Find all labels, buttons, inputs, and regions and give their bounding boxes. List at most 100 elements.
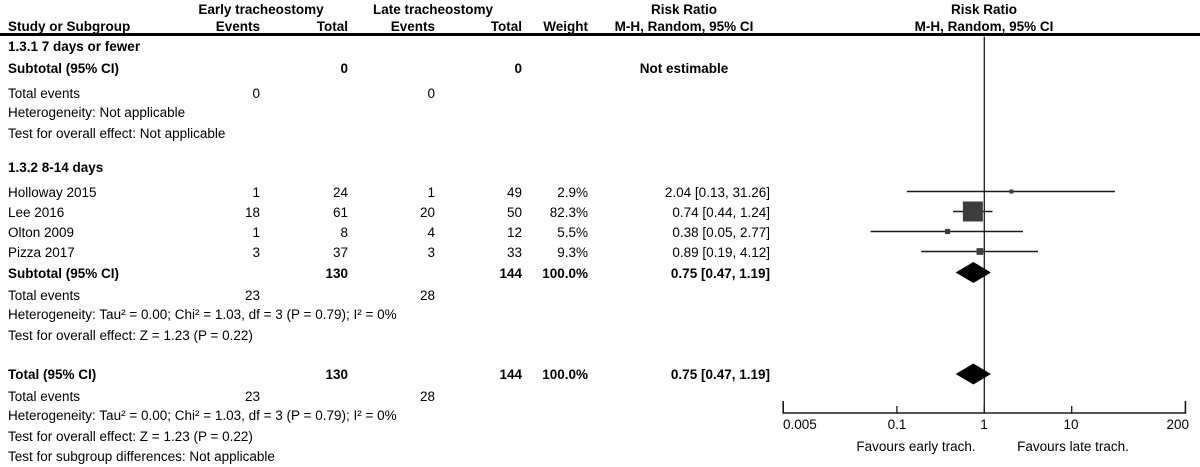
- total-events-1: 0: [252, 86, 260, 101]
- study-row: Holloway 2015 1 24 1 49 2.9% 2.04 [0.13,…: [0, 185, 1200, 201]
- rr-value: 2.04 [0.13, 31.26]: [664, 185, 770, 200]
- section1-title-row: 1.3.1 7 days or fewer: [0, 39, 1200, 55]
- events1: 18: [244, 205, 260, 220]
- subgroup-differences-text: Test for subgroup differences: Not appli…: [8, 449, 275, 464]
- subtotal-weight: 100.0%: [542, 266, 588, 281]
- subtotal-label: Subtotal (95% CI): [8, 266, 120, 281]
- section1-heterogeneity-row: Heterogeneity: Not applicable: [0, 105, 1200, 121]
- total1: 61: [332, 205, 348, 220]
- total1-column-header: Total: [316, 19, 348, 34]
- overall-effect-text: Test for overall effect: Z = 1.23 (P = 0…: [8, 328, 253, 343]
- total-events-1: 23: [244, 288, 260, 303]
- overall-effect-text: Test for overall effect: Not applicable: [8, 126, 226, 141]
- section2-subtotal-row: Subtotal (95% CI) 130 144 100.0% 0.75 [0…: [0, 266, 1200, 282]
- total-label: Total (95% CI): [8, 367, 97, 382]
- group1-header: Early tracheostomy: [198, 2, 324, 17]
- subgroup-differences-row: Test for subgroup differences: Not appli…: [0, 449, 1200, 465]
- events2: 4: [427, 225, 435, 240]
- section1-overall-effect-row: Test for overall effect: Not applicable: [0, 126, 1200, 142]
- axis-tick-label: 1: [980, 417, 988, 432]
- total-events-1: 23: [244, 389, 260, 404]
- total2: 33: [506, 245, 522, 260]
- overall-effect-text: Test for overall effect: Z = 1.23 (P = 0…: [8, 429, 253, 444]
- total2-column-header: Total: [490, 19, 522, 34]
- events1: 3: [252, 245, 260, 260]
- total1: 37: [332, 245, 348, 260]
- weight: 9.3%: [557, 245, 588, 260]
- study-column-header: Study or Subgroup: [8, 19, 131, 34]
- total1: 8: [340, 225, 348, 240]
- heterogeneity-text: Heterogeneity: Not applicable: [8, 105, 186, 120]
- axis-tick-label: 10: [1063, 417, 1079, 432]
- axis-tick-label: 0.005: [783, 417, 817, 432]
- grand-total2: 144: [499, 367, 522, 382]
- header-rule: [0, 33, 1200, 36]
- events1: 1: [252, 185, 260, 200]
- subtotal-rr-value: Not estimable: [639, 61, 729, 76]
- subtotal-total1: 130: [325, 266, 348, 281]
- subtotal-total2: 0: [514, 61, 522, 76]
- section2-title-row: 1.3.2 8-14 days: [0, 160, 1200, 176]
- events2: 3: [427, 245, 435, 260]
- weight-column-header: Weight: [543, 19, 588, 34]
- grand-total-row: Total (95% CI) 130 144 100.0% 0.75 [0.47…: [0, 367, 1200, 383]
- study-row: Lee 2016 18 61 20 50 82.3% 0.74 [0.44, 1…: [0, 205, 1200, 221]
- subtotal-label: Subtotal (95% CI): [8, 61, 120, 76]
- study-row: Pizza 2017 3 37 3 33 9.3% 0.89 [0.19, 4.…: [0, 245, 1200, 261]
- study-name: Olton 2009: [8, 225, 75, 240]
- events1-column-header: Events: [215, 19, 260, 34]
- subtotal-total1: 0: [340, 61, 348, 76]
- rr-value: 0.89 [0.19, 4.12]: [672, 245, 770, 260]
- section-title: 1.3.1 7 days or fewer: [8, 39, 141, 54]
- section1-total-events-row: Total events 0 0: [0, 86, 1200, 102]
- events2: 1: [427, 185, 435, 200]
- section1-subtotal-row: Subtotal (95% CI) 0 0 Not estimable: [0, 61, 1200, 77]
- study-row: Olton 2009 1 8 4 12 5.5% 0.38 [0.05, 2.7…: [0, 225, 1200, 241]
- group2-header: Late tracheostomy: [372, 2, 494, 17]
- section2-overall-effect-row: Test for overall effect: Z = 1.23 (P = 0…: [0, 328, 1200, 344]
- events2: 20: [419, 205, 435, 220]
- rr-value: 0.74 [0.44, 1.24]: [672, 205, 770, 220]
- total2: 49: [506, 185, 522, 200]
- favours-left-label: Favours early trach.: [856, 439, 976, 454]
- total-events-2: 28: [419, 288, 435, 303]
- total-events-2: 0: [427, 86, 435, 101]
- method-text-header: M-H, Random, 95% CI: [614, 19, 754, 34]
- weight: 82.3%: [549, 205, 588, 220]
- total-events-label: Total events: [8, 288, 81, 303]
- grand-total-rr-value: 0.75 [0.47, 1.19]: [670, 367, 770, 382]
- grand-total1: 130: [325, 367, 348, 382]
- subtotal-total2: 144: [499, 266, 522, 281]
- study-name: Pizza 2017: [8, 245, 75, 260]
- total1: 24: [332, 185, 348, 200]
- heterogeneity-text: Heterogeneity: Tau² = 0.00; Chi² = 1.03,…: [8, 307, 397, 322]
- grand-total-events-row: Total events 23 28: [0, 389, 1200, 405]
- section2-total-events-row: Total events 23 28: [0, 288, 1200, 304]
- favours-right-label: Favours late trach.: [1017, 439, 1129, 454]
- study-name: Lee 2016: [8, 205, 65, 220]
- weight: 5.5%: [557, 225, 588, 240]
- subtotal-rr-value: 0.75 [0.47, 1.19]: [670, 266, 770, 281]
- grand-total-weight: 100.0%: [542, 367, 588, 382]
- total-events-label: Total events: [8, 86, 81, 101]
- weight: 2.9%: [557, 185, 588, 200]
- grand-total-overall-effect-row: Test for overall effect: Z = 1.23 (P = 0…: [0, 429, 1200, 445]
- risk-ratio-plot-header: Risk Ratio: [950, 2, 1018, 17]
- grand-total-heterogeneity-row: Heterogeneity: Tau² = 0.00; Chi² = 1.03,…: [0, 408, 1200, 424]
- heterogeneity-text: Heterogeneity: Tau² = 0.00; Chi² = 1.03,…: [8, 408, 397, 423]
- method-plot-header: M-H, Random, 95% CI: [914, 19, 1054, 34]
- total-events-2: 28: [419, 389, 435, 404]
- section-title: 1.3.2 8-14 days: [8, 160, 104, 175]
- risk-ratio-text-header: Risk Ratio: [650, 2, 718, 17]
- study-name: Holloway 2015: [8, 185, 97, 200]
- total2: 12: [506, 225, 522, 240]
- events2-column-header: Events: [390, 19, 435, 34]
- total-events-label: Total events: [8, 389, 81, 404]
- events1: 1: [252, 225, 260, 240]
- total2: 50: [506, 205, 522, 220]
- section2-heterogeneity-row: Heterogeneity: Tau² = 0.00; Chi² = 1.03,…: [0, 307, 1200, 323]
- rr-value: 0.38 [0.05, 2.77]: [672, 225, 770, 240]
- axis-tick-label: 0.1: [887, 417, 907, 432]
